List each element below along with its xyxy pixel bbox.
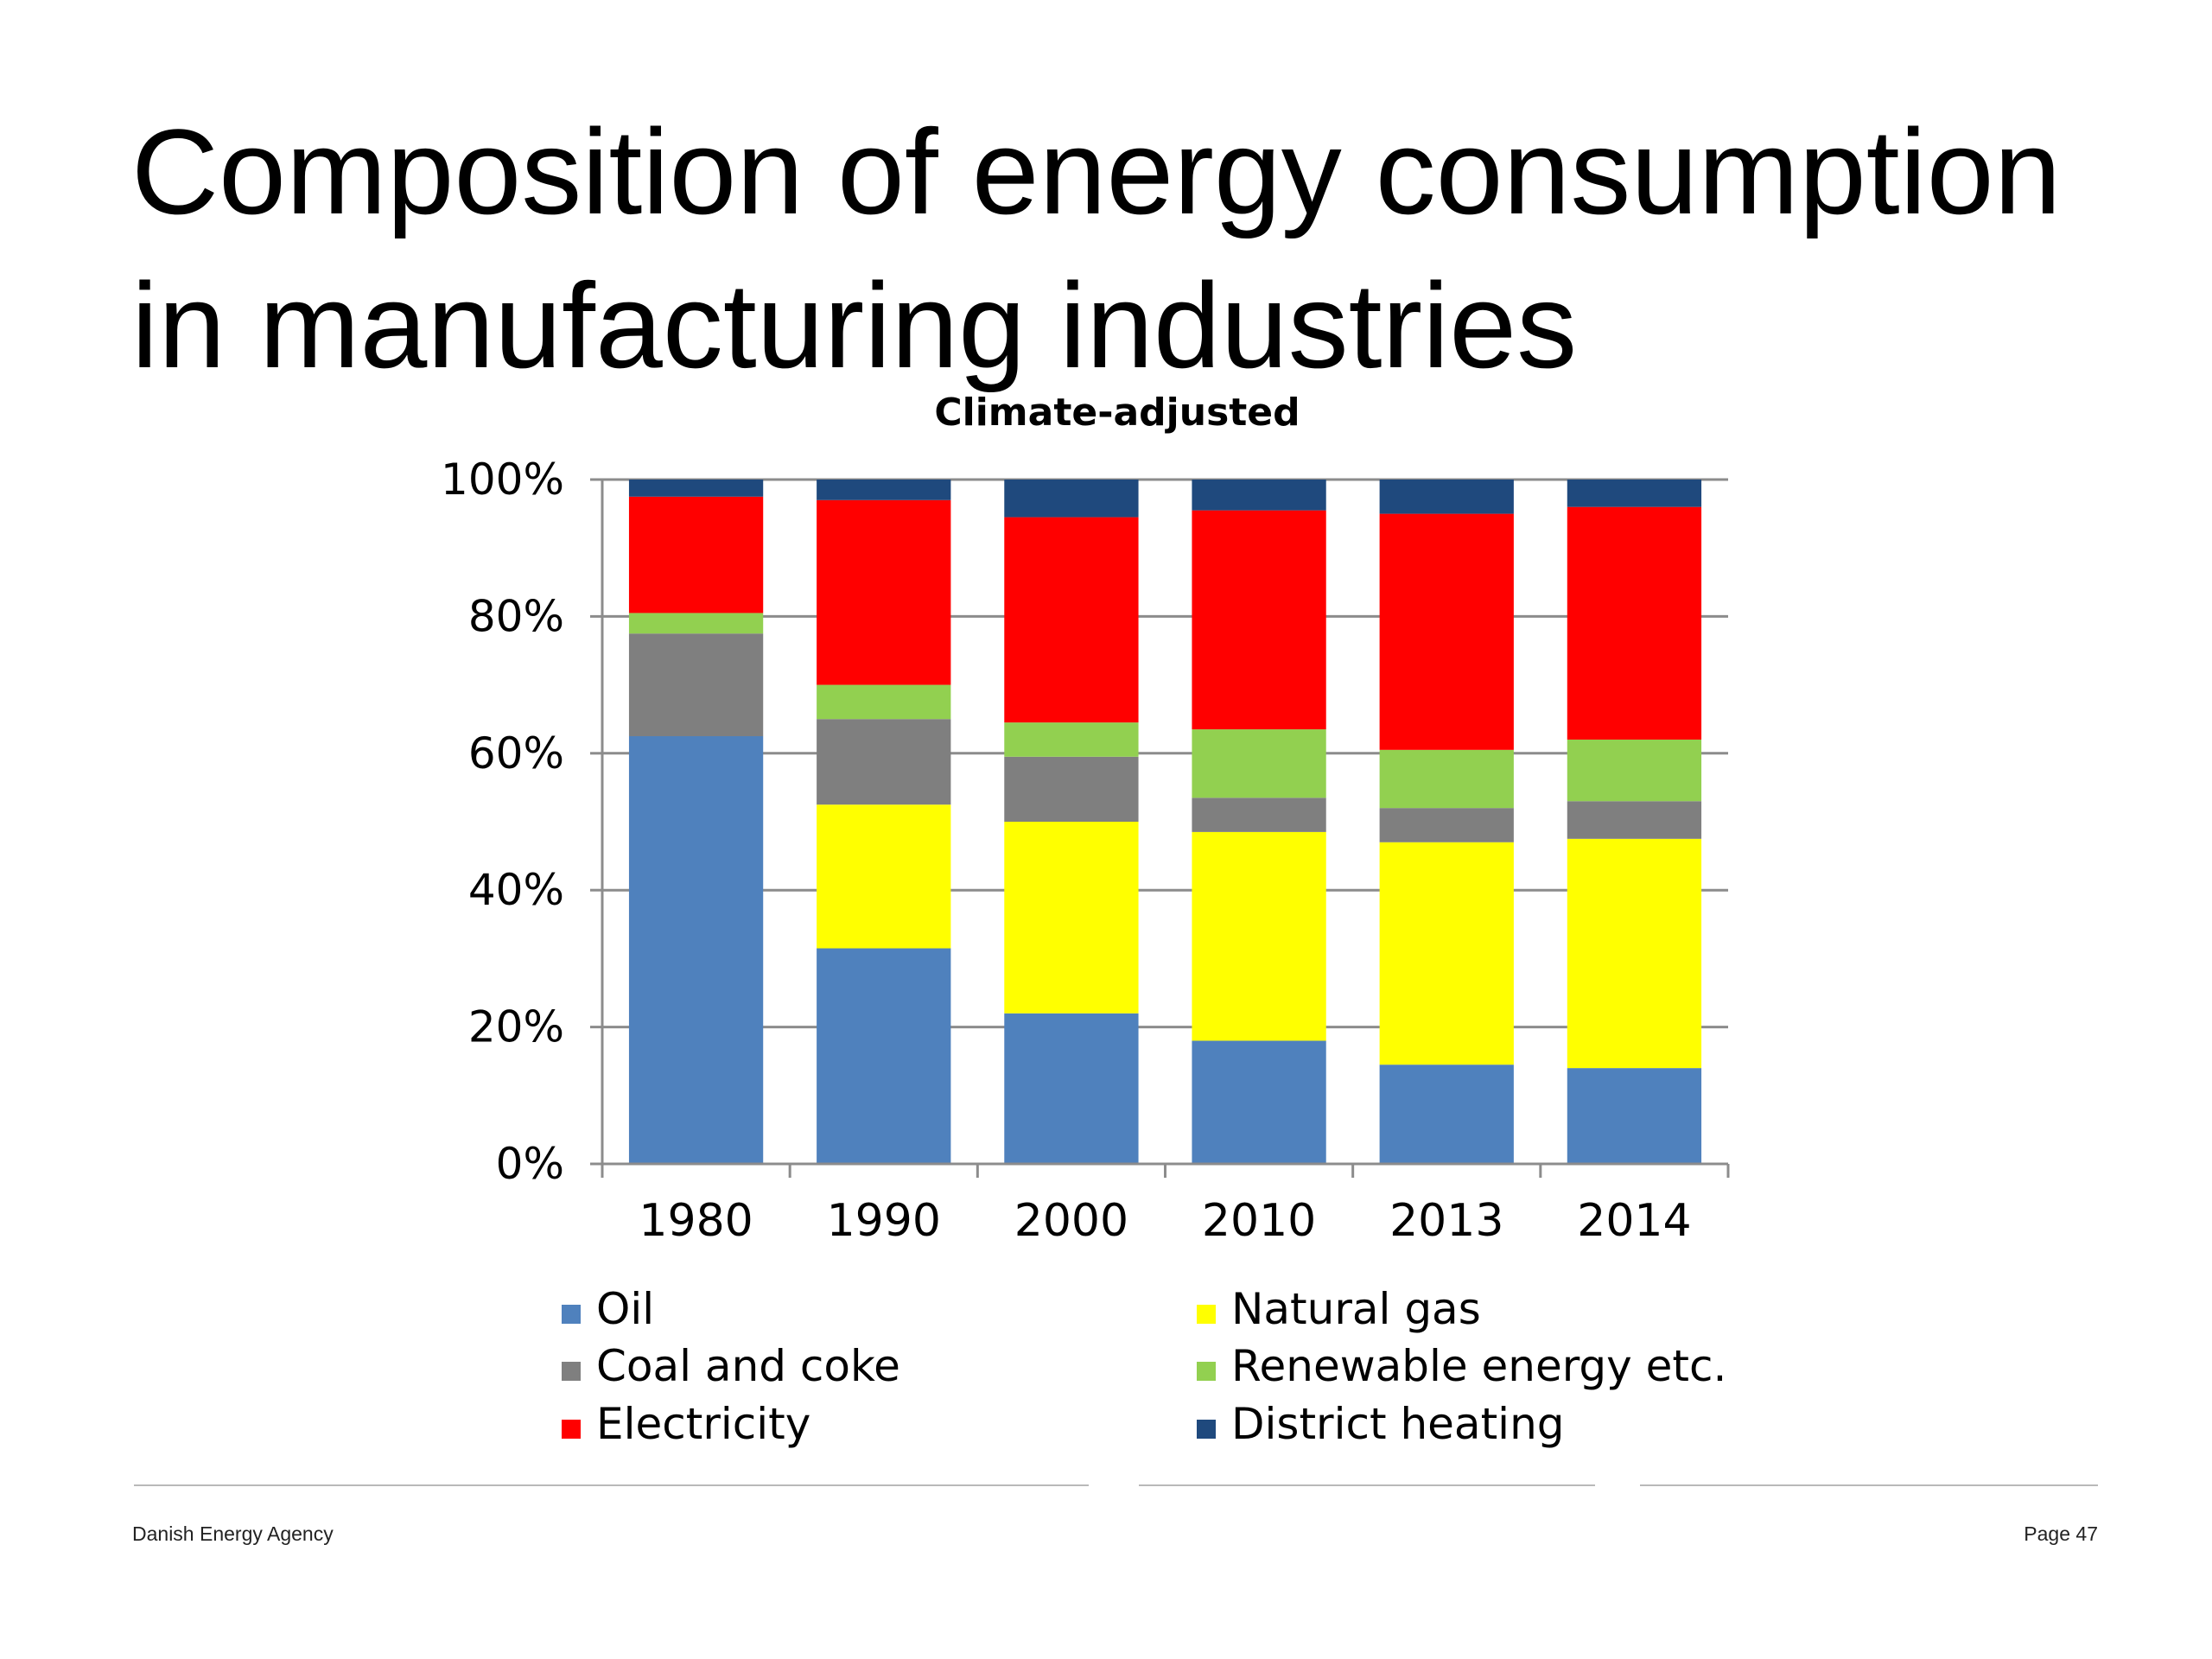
y-tick-label: 40% — [468, 865, 564, 915]
bar-segment-coal-and-coke-1990 — [817, 719, 951, 805]
bar-segment-oil-1980 — [628, 736, 764, 1164]
bar-segment-electricity-2000 — [1004, 517, 1139, 723]
bar-segment-coal-and-coke-1980 — [628, 633, 764, 736]
legend-swatch — [1197, 1305, 1216, 1324]
slide-title-line-1: Composition of energy consumption — [131, 104, 2062, 239]
legend-label: Coal and coke — [596, 1341, 900, 1391]
footer-page-number: Page 47 — [2024, 1522, 2098, 1545]
bar-segment-district-heating-2013 — [1379, 480, 1514, 514]
bar-segment-electricity-2013 — [1379, 513, 1514, 750]
legend-swatch — [1197, 1420, 1216, 1439]
x-tick-label: 1980 — [639, 1195, 753, 1247]
bar-segment-natural-gas-2013 — [1379, 842, 1514, 1065]
bar-segment-electricity-1980 — [628, 496, 764, 613]
footer-divider-middle — [1139, 1484, 1595, 1486]
bar-segment-coal-and-coke-2014 — [1567, 801, 1702, 839]
bar-segment-coal-and-coke-2010 — [1192, 798, 1326, 832]
x-tick-label: 2013 — [1389, 1195, 1503, 1247]
bar-segment-coal-and-coke-2000 — [1004, 756, 1139, 822]
legend-label: District heating — [1231, 1399, 1565, 1449]
legend-swatch — [562, 1420, 581, 1439]
y-tick-label: 100% — [441, 454, 564, 505]
slide-title-line-2: in manufacturing industries — [131, 257, 1578, 393]
bar-segment-natural-gas-2000 — [1004, 822, 1139, 1014]
bar-segment-district-heating-2010 — [1192, 480, 1326, 511]
bar-segment-oil-2013 — [1379, 1065, 1514, 1164]
legend-label: Natural gas — [1231, 1284, 1481, 1334]
bar-segment-oil-2014 — [1567, 1068, 1702, 1164]
bar-segment-renewable-energy-etc-2010 — [1192, 729, 1326, 798]
slide-title: Composition of energy consumption in man… — [131, 95, 2119, 403]
y-tick-label: 0% — [496, 1139, 564, 1189]
bar-segment-renewable-energy-etc-2013 — [1379, 749, 1514, 809]
bar-segment-renewable-energy-etc-1990 — [817, 684, 951, 720]
legend-label: Oil — [596, 1284, 654, 1334]
footer-divider-right — [1640, 1484, 2098, 1486]
chart-title: Climate-adjusted — [934, 391, 1300, 435]
x-tick-label: 2010 — [1202, 1195, 1316, 1247]
bar-segment-renewable-energy-etc-2000 — [1004, 722, 1139, 757]
bar-segment-renewable-energy-etc-1980 — [628, 613, 764, 634]
bar-segment-oil-2000 — [1004, 1013, 1139, 1164]
x-tick-label: 1990 — [827, 1195, 941, 1247]
bar-segment-natural-gas-2010 — [1192, 831, 1326, 1041]
legend-swatch — [562, 1305, 581, 1324]
x-tick-label: 2000 — [1014, 1195, 1128, 1247]
x-tick-label: 2014 — [1577, 1195, 1691, 1247]
bar-segment-district-heating-2000 — [1004, 480, 1139, 518]
y-tick-label: 60% — [468, 728, 564, 779]
bar-segment-coal-and-coke-2013 — [1379, 808, 1514, 842]
bar-segment-electricity-2014 — [1567, 506, 1702, 740]
legend-label: Renewable energy etc. — [1231, 1341, 1726, 1391]
bar-segment-renewable-energy-etc-2014 — [1567, 739, 1702, 802]
bar-segment-natural-gas-1990 — [817, 804, 951, 949]
bar-segment-oil-2010 — [1192, 1040, 1326, 1164]
y-tick-label: 20% — [468, 1002, 564, 1052]
footer-organization: Danish Energy Agency — [132, 1522, 334, 1545]
legend-label: Electricity — [596, 1399, 810, 1449]
bar-segment-natural-gas-2014 — [1567, 838, 1702, 1069]
bar-segment-district-heating-2014 — [1567, 480, 1702, 507]
bar-segment-electricity-2010 — [1192, 510, 1326, 730]
legend-swatch — [562, 1362, 581, 1381]
bar-segment-district-heating-1990 — [817, 480, 951, 500]
bar-segment-district-heating-1980 — [628, 480, 764, 497]
bar-segment-electricity-1990 — [817, 499, 951, 685]
bar-segment-oil-1990 — [817, 948, 951, 1164]
legend-swatch — [1197, 1362, 1216, 1381]
y-tick-label: 80% — [468, 591, 564, 641]
footer-divider-left — [134, 1484, 1089, 1486]
